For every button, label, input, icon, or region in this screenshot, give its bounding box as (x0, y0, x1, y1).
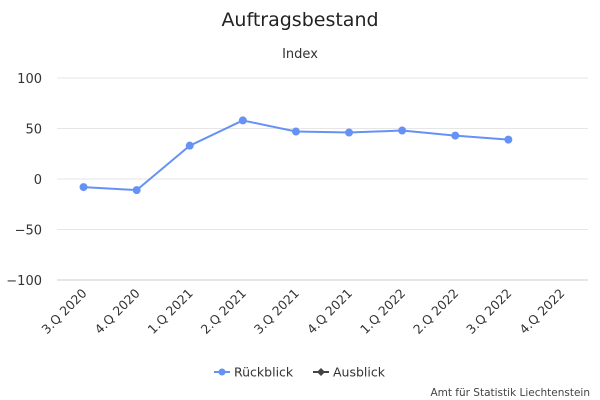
x-tick-label: 1.Q 2022 (357, 286, 408, 337)
data-point (398, 126, 407, 135)
y-tick-label: 50 (25, 123, 42, 138)
x-tick-label: 3.Q 2020 (38, 285, 89, 336)
y-axis-ticks: 100 50 0 −50 −100 (6, 72, 42, 289)
y-tick-label: 0 (34, 173, 42, 188)
x-tick-label: 3.Q 2021 (251, 286, 302, 337)
data-point (132, 186, 141, 195)
data-point (238, 116, 247, 125)
chart-subtitle: Index (282, 47, 318, 62)
series-layer (79, 116, 513, 195)
data-point (451, 131, 460, 140)
legend-label: Ausblick (333, 365, 386, 380)
data-point (185, 141, 194, 150)
x-tick-label: 3.Q 2022 (463, 286, 514, 337)
x-axis-ticks: 3.Q 2020 4.Q 2020 1.Q 2021 2.Q 2021 3.Q 2021… (38, 285, 567, 336)
y-tick-label: 100 (17, 72, 42, 87)
data-point (79, 183, 88, 192)
x-tick-label: 4.Q 2021 (304, 286, 355, 337)
data-point (291, 127, 300, 136)
x-tick-label: 4.Q 2020 (91, 285, 142, 336)
chart-title: Auftragsbestand (221, 9, 378, 31)
credit-text: Amt für Statistik Liechtenstein (430, 387, 590, 399)
legend: Rückblick Ausblick (214, 365, 386, 380)
x-tick-label: 1.Q 2021 (145, 286, 196, 337)
y-tick-label: −100 (6, 274, 42, 289)
legend-label: Rückblick (234, 365, 294, 380)
gridlines (57, 77, 588, 281)
legend-circle-marker (218, 368, 226, 376)
x-tick-label: 2.Q 2021 (198, 286, 249, 337)
data-point (345, 128, 354, 137)
x-tick-label: 4.Q 2022 (516, 286, 567, 337)
x-tick-label: 2.Q 2022 (410, 286, 461, 337)
y-tick-label: −50 (15, 224, 42, 239)
legend-diamond-marker (317, 368, 325, 376)
data-point (504, 135, 513, 144)
